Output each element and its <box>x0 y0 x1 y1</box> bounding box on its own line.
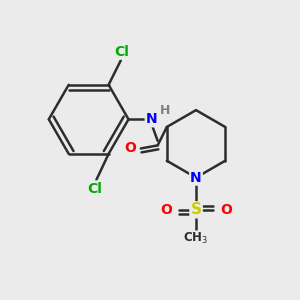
Text: CH$_3$: CH$_3$ <box>184 231 208 247</box>
Text: O: O <box>160 203 172 217</box>
Text: H: H <box>160 103 170 117</box>
Text: N: N <box>146 112 157 126</box>
Text: S: S <box>190 202 202 217</box>
Text: Cl: Cl <box>87 182 102 196</box>
Text: Cl: Cl <box>114 45 129 59</box>
Text: N: N <box>190 171 202 184</box>
Text: O: O <box>220 203 232 217</box>
Text: O: O <box>125 142 136 155</box>
